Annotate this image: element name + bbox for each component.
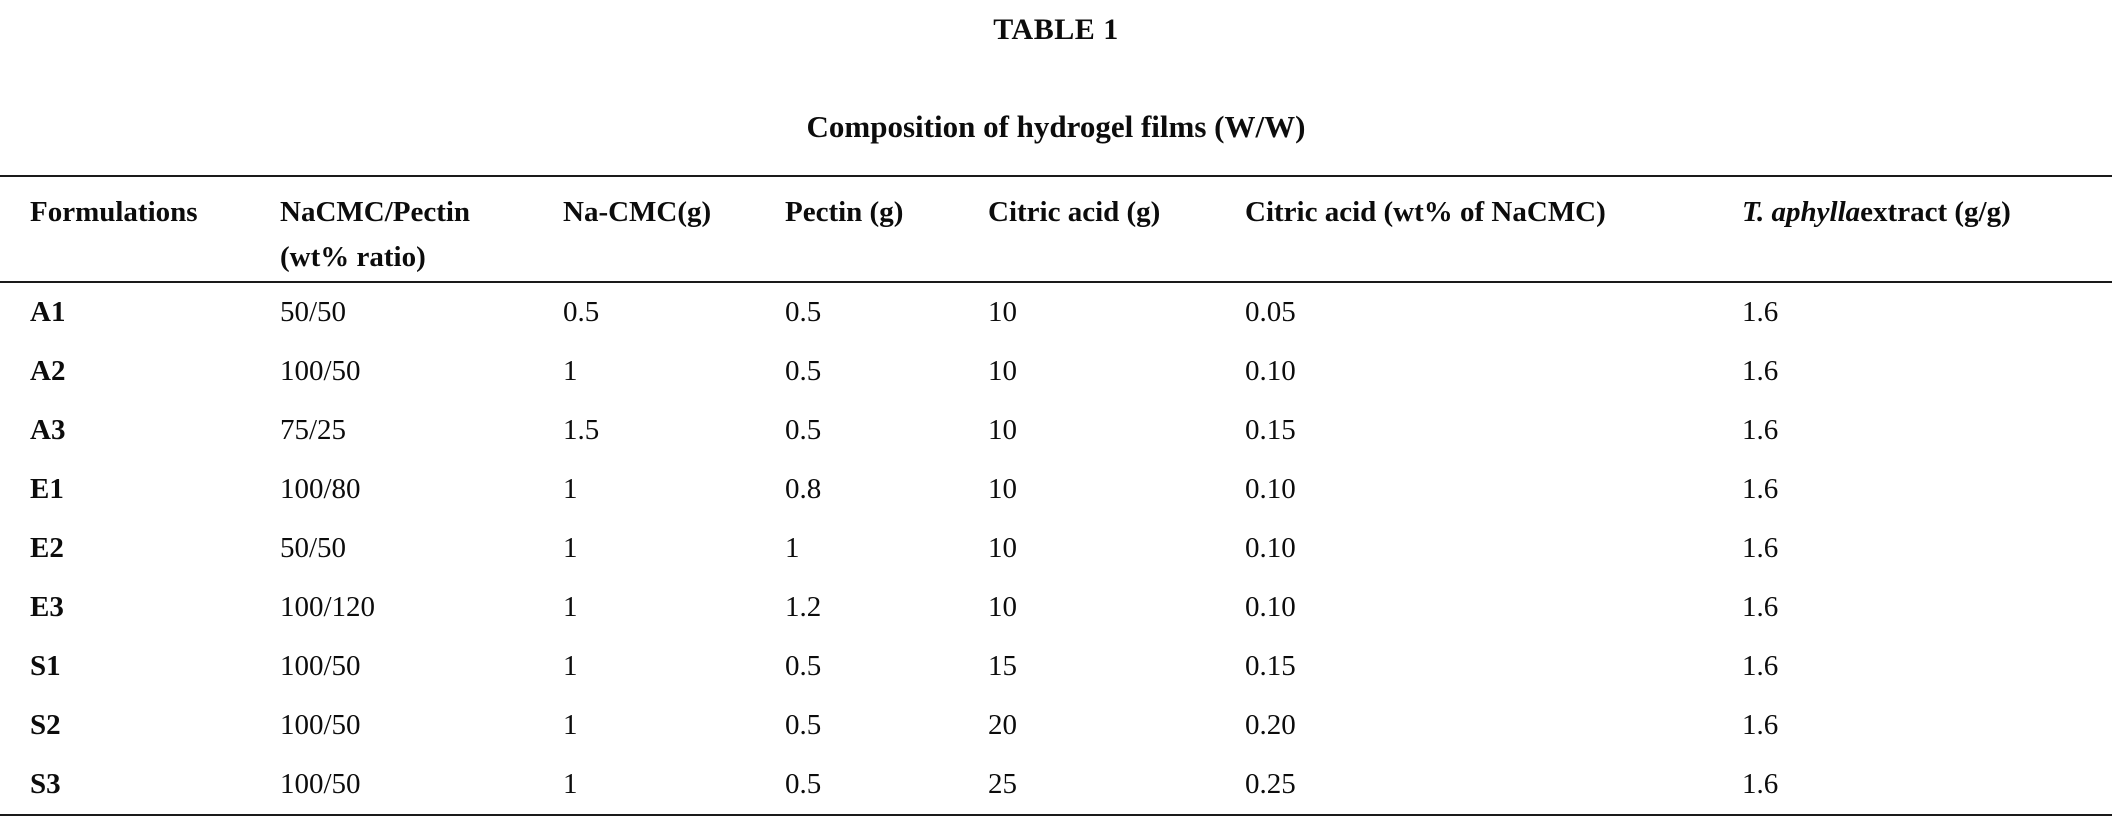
table-cell: 50/50	[280, 532, 347, 564]
table-cell: 0.20	[1245, 709, 1296, 741]
column-header-extract: T. aphyllaextract (g/g)	[1742, 176, 2112, 283]
table-cell: 0.5	[785, 414, 822, 446]
table-cell: 1.6	[1742, 414, 1779, 446]
table-row: S3 100/50 1 0.5 25 0.25 1.6	[0, 755, 2112, 815]
column-header-nacmc-pectin-ratio: NaCMC/Pectin (wt% ratio)	[280, 176, 563, 283]
formulation-cell: E1	[30, 473, 64, 505]
table-cell: 1.6	[1742, 768, 1779, 800]
table-cell: 100/50	[280, 768, 361, 800]
table-cell: 0.5	[785, 650, 822, 682]
table-cell: 100/80	[280, 473, 361, 505]
table-row: E2 50/50 1 1 10 0.10 1.6	[0, 519, 2112, 578]
table-cell: 1	[563, 473, 578, 505]
table-row: E3 100/120 1 1.2 10 0.10 1.6	[0, 578, 2112, 637]
formulation-cell: A1	[30, 296, 66, 328]
column-header-nacmc-g: Na-CMC(g)	[563, 176, 785, 283]
column-header-pectin-g: Pectin (g)	[785, 176, 988, 283]
table-cell: 100/120	[280, 591, 376, 623]
table-cell: 10	[988, 591, 1017, 623]
table-cell: 0.5	[785, 709, 822, 741]
table-row: E1 100/80 1 0.8 10 0.10 1.6	[0, 460, 2112, 519]
table-cell: 0.5	[785, 768, 822, 800]
table-cell: 1.5	[563, 414, 600, 446]
table-cell: 1	[563, 650, 578, 682]
table-cell: 1.6	[1742, 650, 1779, 682]
table-cell: 0.5	[563, 296, 600, 328]
table-row: A1 50/50 0.5 0.5 10 0.05 1.6	[0, 282, 2112, 342]
table-cell: 15	[988, 650, 1017, 682]
table-cell: 10	[988, 355, 1017, 387]
table-cell: 1.6	[1742, 296, 1779, 328]
table-cell: 50/50	[280, 296, 347, 328]
table-cell: 1	[563, 355, 578, 387]
table-row: A2 100/50 1 0.5 10 0.10 1.6	[0, 342, 2112, 401]
table-cell: 0.8	[785, 473, 822, 505]
table-row: S2 100/50 1 0.5 20 0.20 1.6	[0, 696, 2112, 755]
table-cell: 1	[563, 532, 578, 564]
table-cell: 10	[988, 473, 1017, 505]
table-cell: 75/25	[280, 414, 347, 446]
table-cell: 100/50	[280, 709, 361, 741]
table-cell: 1.6	[1742, 709, 1779, 741]
table-cell: 0.15	[1245, 650, 1296, 682]
table-cell: 0.5	[785, 296, 822, 328]
table-row: S1 100/50 1 0.5 15 0.15 1.6	[0, 637, 2112, 696]
table-cell: 0.10	[1245, 355, 1296, 387]
table-cell: 1.2	[785, 591, 822, 623]
composition-table: Formulations NaCMC/Pectin (wt% ratio) Na…	[0, 175, 2112, 816]
formulation-cell: E3	[30, 591, 64, 623]
table-cell: 1	[785, 532, 800, 564]
table-cell: 0.05	[1245, 296, 1296, 328]
table-row: A3 75/25 1.5 0.5 10 0.15 1.6	[0, 401, 2112, 460]
formulation-cell: E2	[30, 532, 64, 564]
table-cell: 1.6	[1742, 591, 1779, 623]
table-cell: 20	[988, 709, 1017, 741]
column-header-citric-acid-wt: Citric acid (wt% of NaCMC)	[1245, 176, 1742, 283]
extract-species-name: T. aphylla	[1742, 196, 1861, 228]
table-cell: 10	[988, 296, 1017, 328]
table-cell: 0.10	[1245, 532, 1296, 564]
table-cell: 0.25	[1245, 768, 1296, 800]
table-cell: 1.6	[1742, 355, 1779, 387]
table-caption: Composition of hydrogel films (W/W)	[806, 109, 1306, 144]
column-header-citric-acid-g: Citric acid (g)	[988, 176, 1245, 283]
table-cell: 0.10	[1245, 591, 1296, 623]
table-cell: 0.10	[1245, 473, 1296, 505]
extract-unit-label: extract (g/g)	[1860, 196, 2011, 228]
table-label: TABLE 1	[993, 13, 1119, 46]
table-cell: 10	[988, 532, 1017, 564]
formulation-cell: A3	[30, 414, 66, 446]
header-row: Formulations NaCMC/Pectin (wt% ratio) Na…	[0, 176, 2112, 283]
table-cell: 0.15	[1245, 414, 1296, 446]
table-body: A1 50/50 0.5 0.5 10 0.05 1.6 A2 100/50 1 0.5 10 0.10…	[0, 282, 2112, 815]
formulation-cell: S3	[30, 768, 61, 800]
table-cell: 25	[988, 768, 1017, 800]
table-cell: 0.5	[785, 355, 822, 387]
formulation-cell: A2	[30, 355, 66, 387]
table-cell: 1	[563, 591, 578, 623]
table-cell: 10	[988, 414, 1017, 446]
table-cell: 1	[563, 709, 578, 741]
table-cell: 100/50	[280, 355, 361, 387]
table-cell: 100/50	[280, 650, 361, 682]
column-header-formulations: Formulations	[0, 176, 280, 283]
table-cell: 1	[563, 768, 578, 800]
formulation-cell: S1	[30, 650, 61, 682]
formulation-cell: S2	[30, 709, 61, 741]
table-cell: 1.6	[1742, 532, 1779, 564]
table-cell: 1.6	[1742, 473, 1779, 505]
